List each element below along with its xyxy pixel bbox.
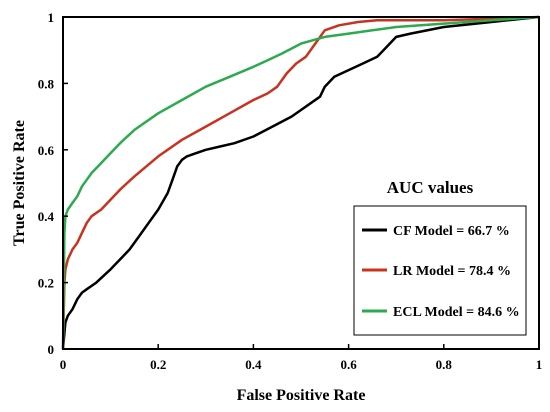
y-tick-label: 0.8 [38, 76, 55, 91]
x-axis-ticks: 0 0.2 0.4 0.6 0.8 1 [60, 344, 543, 372]
y-axis-ticks: 0 0.2 0.4 0.6 0.8 1 [38, 10, 68, 357]
y-tick-label: 0.6 [38, 143, 55, 158]
legend-label-2: ECL Model = 84.6 % [393, 305, 520, 320]
y-tick-label: 1 [48, 10, 55, 25]
x-tick-label: 1 [536, 357, 543, 372]
legend-items: CF Model = 66.7 % LR Model = 78.4 % ECL Mo… [362, 224, 520, 320]
plot-frame [62, 16, 540, 350]
x-tick-label: 0.8 [436, 357, 453, 372]
legend-label-0: CF Model = 66.7 % [393, 224, 510, 239]
series-line-2 [61, 15, 540, 350]
x-tick-label: 0.2 [150, 357, 166, 372]
legend-title: AUC values [387, 178, 474, 197]
y-axis-label: True Positive Rate [11, 120, 28, 246]
x-tick-label: 0.6 [340, 357, 357, 372]
y-tick-label: 0.2 [38, 276, 54, 291]
x-tick-label: 0 [60, 357, 67, 372]
x-axis-label: False Positive Rate [237, 387, 366, 404]
y-tick-label: 0 [48, 342, 55, 357]
series-layer [61, 15, 540, 350]
x-tick-label: 0.4 [245, 357, 262, 372]
series-line-1 [61, 15, 540, 350]
legend-label-1: LR Model = 78.4 % [393, 264, 511, 279]
y-tick-label: 0.4 [38, 209, 55, 224]
series-line-0 [61, 15, 540, 350]
